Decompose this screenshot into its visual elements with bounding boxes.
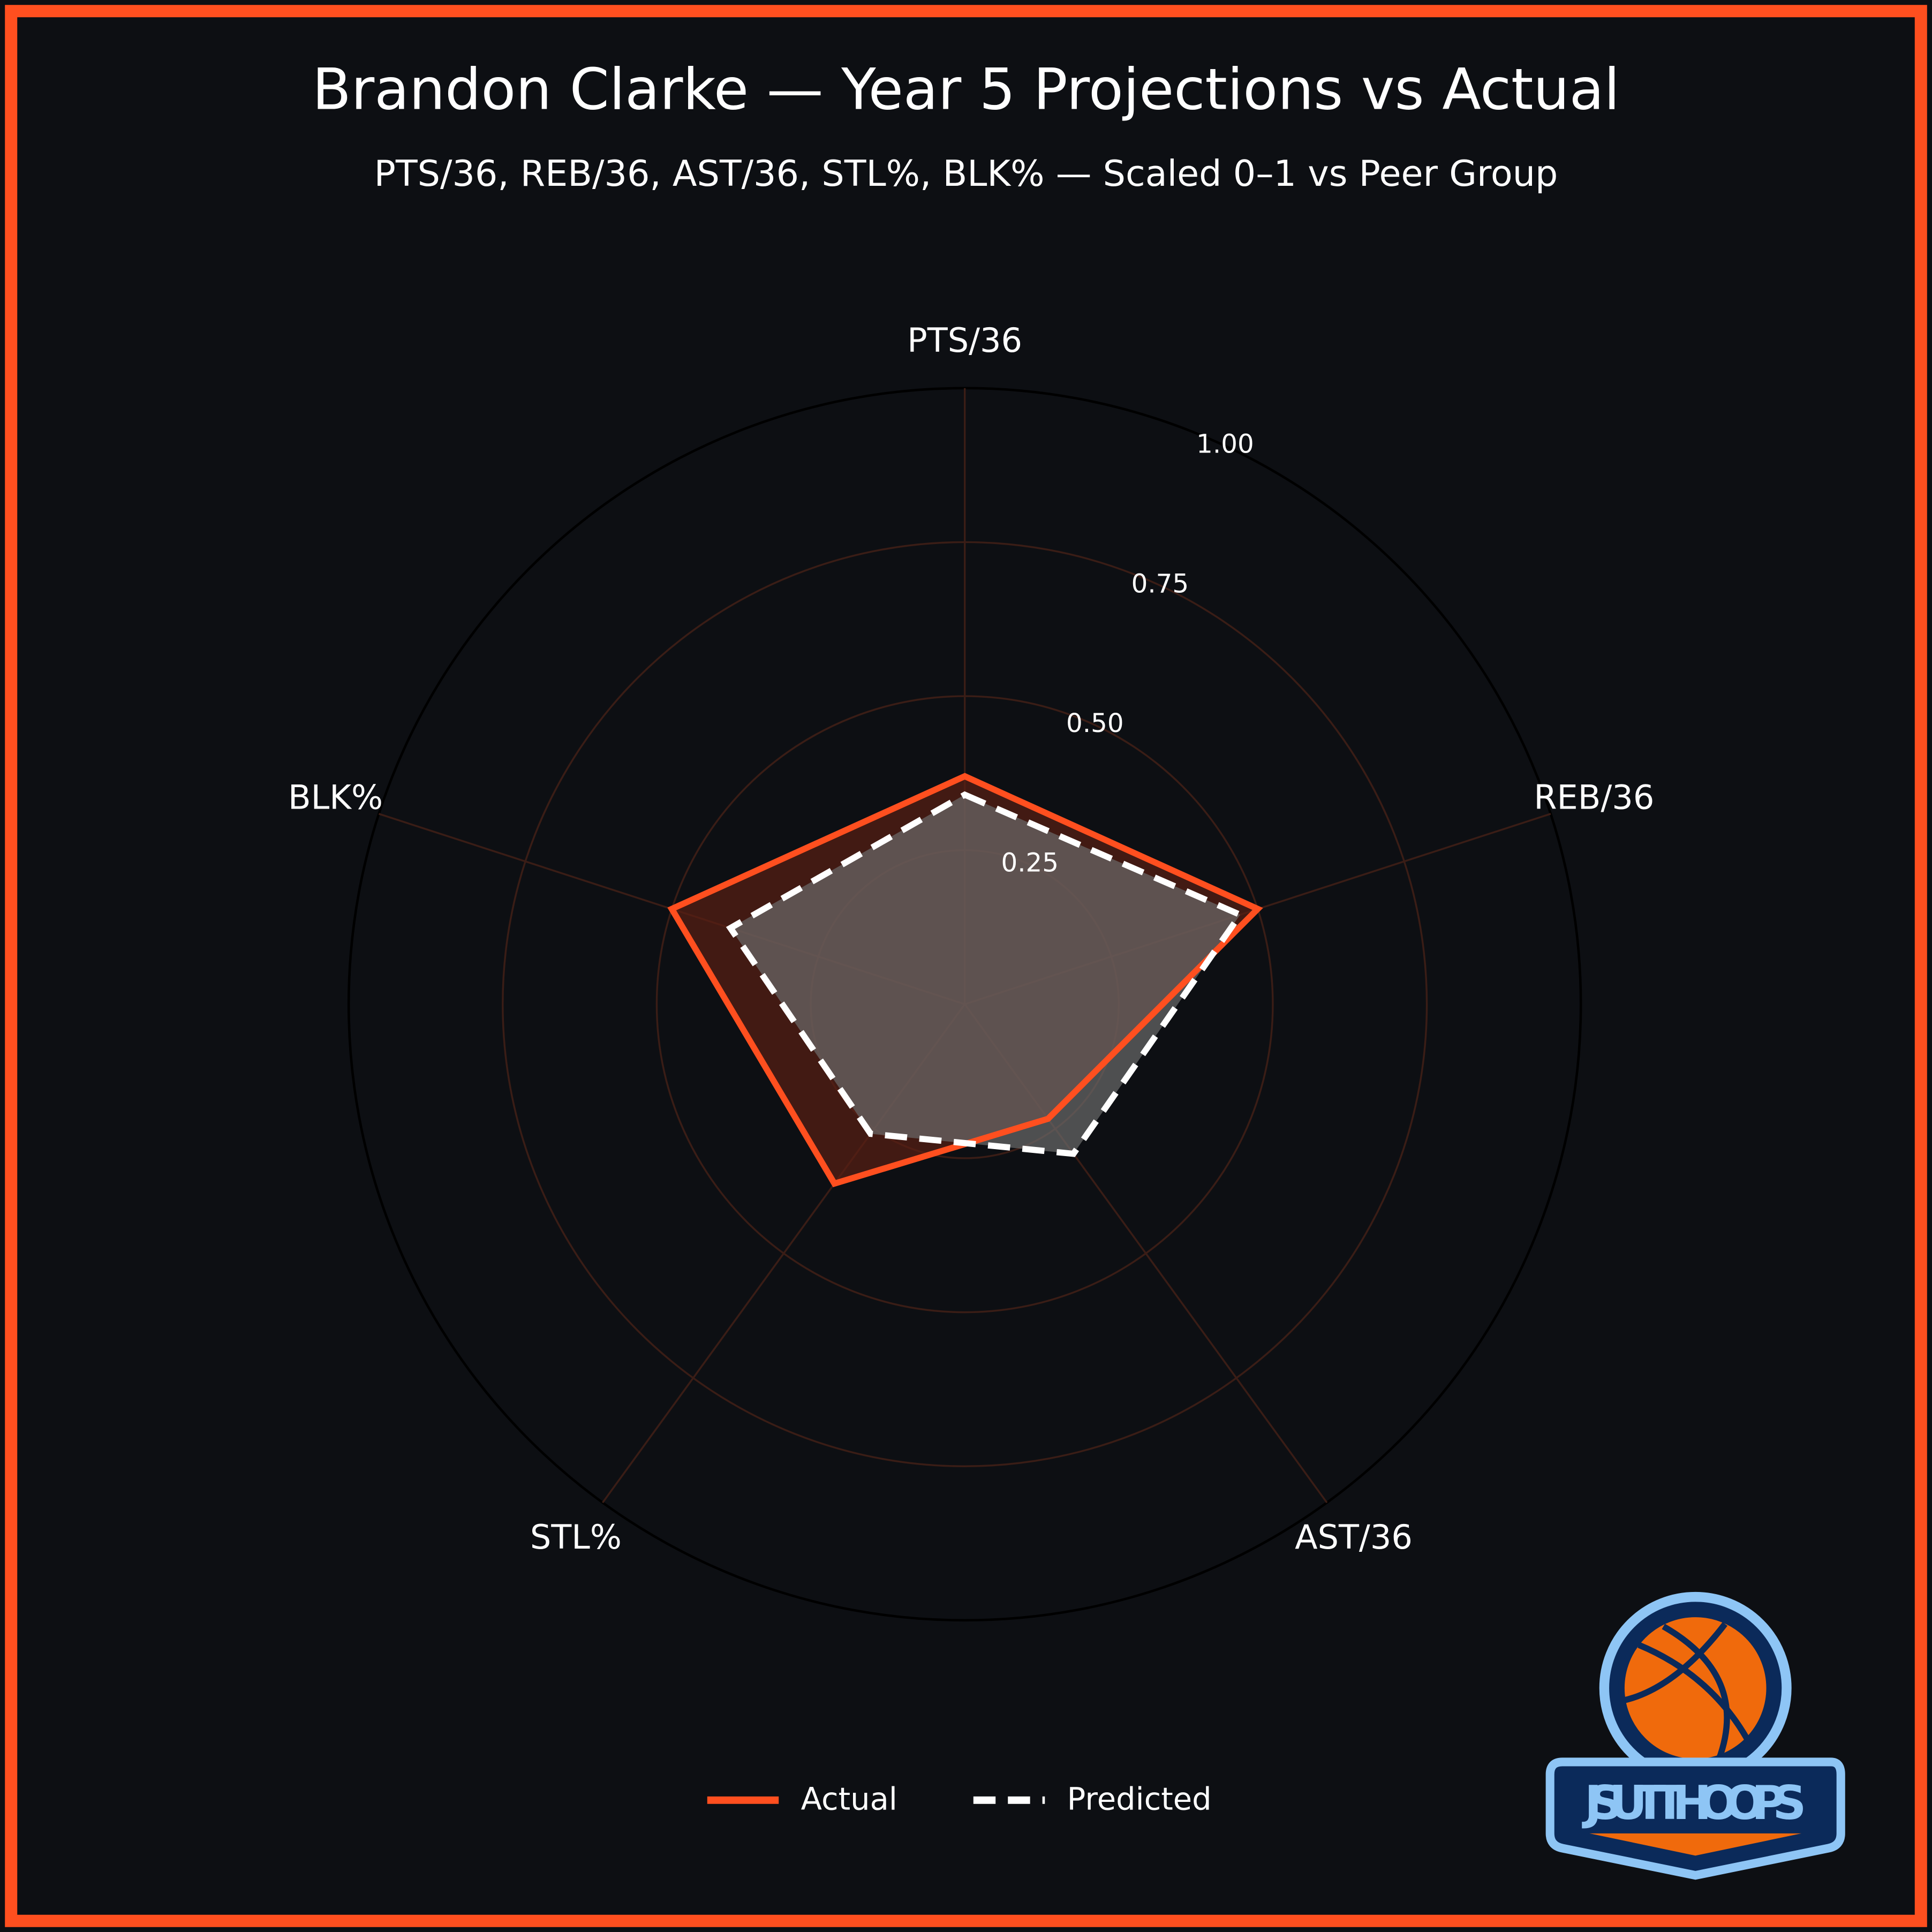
category-label: REB/36: [1534, 778, 1654, 817]
r-tick-label: 0.25: [1001, 848, 1059, 878]
r-tick-label: 1.00: [1196, 429, 1254, 459]
logo: JSUTTHOOPS: [1545, 1591, 1845, 1880]
legend-label: Predicted: [1067, 1782, 1212, 1817]
legend-label: Actual: [801, 1782, 897, 1817]
series-line: [726, 791, 1245, 1157]
legend: Actual Predicted: [707, 1782, 1212, 1817]
logo-banner: [1545, 1757, 1845, 1880]
series-area: [730, 795, 1240, 1154]
category-label: BLK%: [288, 778, 383, 817]
frame: [5, 5, 1927, 1927]
series-line: [667, 773, 1263, 1188]
chart-title: Brandon Clarke — Year 5 Projections vs A…: [312, 57, 1620, 123]
category-label: PTS/36: [907, 321, 1022, 360]
category-label: STL%: [530, 1518, 622, 1557]
logo-stripe: [1589, 1833, 1802, 1856]
logo-seams: [1623, 1622, 1753, 1761]
plot: 0.25 0.50 0.75 1.00 PTS/36 REB/36 AST/36 STL% BL…: [288, 321, 1654, 1622]
chart-subtitle: PTS/36, REB/36, AST/36, STL%, BLK% — Sca…: [374, 153, 1558, 194]
r-tick-label: 0.50: [1066, 708, 1124, 738]
logo-text: JSUTTHOOPS: [1582, 1776, 1806, 1830]
category-label: AST/36: [1295, 1518, 1413, 1557]
r-tick-label: 0.75: [1131, 569, 1189, 599]
